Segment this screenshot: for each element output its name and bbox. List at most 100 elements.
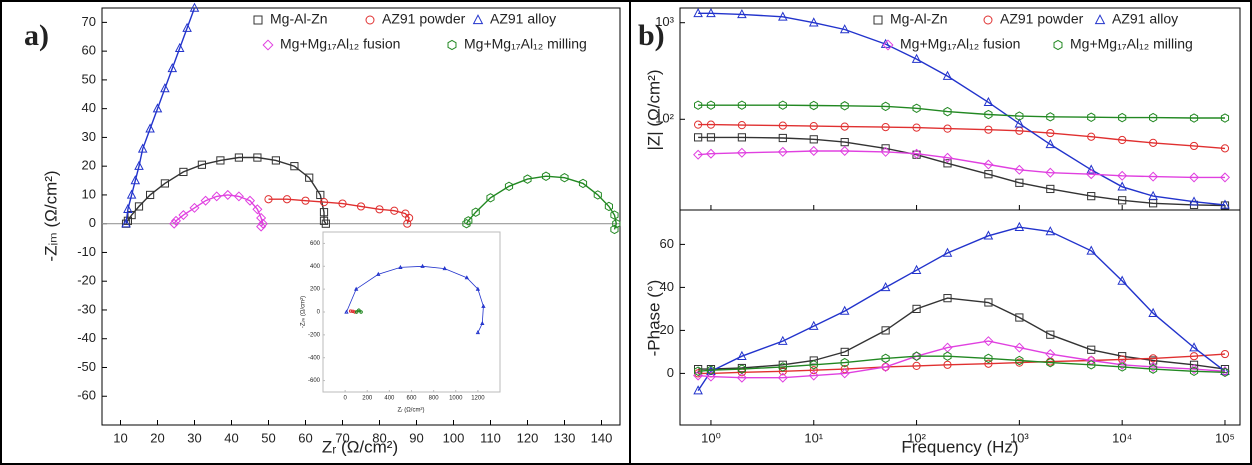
marker (357, 308, 361, 313)
y-tick-label: -600 (308, 378, 321, 384)
legend-label: AZ91 powder (1000, 11, 1084, 27)
marker (1014, 221, 1025, 231)
marker (809, 100, 818, 111)
marker (578, 178, 588, 189)
x-tick-label: 200 (362, 396, 373, 402)
marker (880, 146, 891, 157)
marker (160, 83, 170, 93)
marker (808, 17, 819, 27)
marker (839, 145, 850, 156)
y-tick-label: 60 (82, 43, 96, 58)
marker (1118, 196, 1127, 205)
x-tick-label: 1000 (449, 396, 463, 402)
marker (737, 364, 746, 374)
marker (390, 206, 399, 215)
marker (1189, 366, 1199, 376)
fit-line (698, 297, 1226, 370)
y-tick-label: -30 (77, 301, 96, 316)
marker (911, 53, 922, 63)
marker (319, 216, 329, 225)
marker (839, 305, 850, 315)
marker (1046, 128, 1055, 138)
marker (1015, 111, 1024, 121)
marker (604, 201, 613, 212)
marker (167, 62, 178, 73)
marker (983, 336, 994, 347)
marker (1015, 355, 1024, 366)
y-tick-label: 60 (660, 236, 674, 251)
y-axis-label: -Zᵢₘ (Ω/cm²) (301, 296, 307, 328)
x-tick-label: 140 (591, 430, 613, 445)
marker (912, 123, 921, 132)
fit-line (125, 156, 327, 225)
marker (881, 123, 890, 132)
legend-label: Mg+Mg₁₇Al₁₂ fusion (900, 36, 1020, 52)
fit-line (697, 226, 1226, 391)
marker (694, 366, 703, 376)
marker (447, 39, 457, 51)
marker (610, 210, 619, 220)
fit-line (346, 265, 484, 333)
marker (486, 193, 495, 203)
fit-line (698, 12, 1226, 206)
x-tick-label: 0 (343, 396, 347, 402)
marker (504, 181, 514, 192)
marker (271, 156, 280, 165)
marker (1189, 172, 1200, 183)
marker (984, 353, 993, 364)
marker (612, 218, 621, 229)
marker (403, 219, 412, 228)
marker (694, 100, 703, 110)
x-tick-label: 10⁴ (1112, 430, 1132, 445)
marker (356, 202, 366, 211)
y-tick-label: 200 (310, 287, 321, 293)
marker (123, 203, 133, 214)
marker (1149, 112, 1158, 123)
fit-line (698, 104, 1225, 119)
marker (253, 15, 263, 25)
marker (840, 101, 849, 111)
marker (984, 109, 993, 120)
x-tick-label: 800 (429, 396, 440, 402)
marker (170, 215, 182, 226)
marker (942, 70, 953, 80)
marker (1087, 112, 1096, 122)
marker (693, 7, 703, 18)
y-tick-label: -400 (308, 355, 321, 361)
marker (1189, 360, 1199, 369)
marker (179, 167, 188, 177)
x-tick-label: 70 (335, 430, 349, 445)
marker (197, 160, 207, 169)
y-axis-label: -Zᵢₘ (Ω/cm²) (41, 170, 60, 261)
marker (778, 100, 787, 110)
x-tick-label: 10¹ (804, 430, 823, 445)
marker (737, 100, 746, 110)
marker (778, 367, 787, 376)
x-tick-label: 10⁵ (1215, 430, 1235, 445)
y-tick-label: 30 (82, 129, 96, 144)
x-tick-label: 40 (224, 430, 238, 445)
fit-line (698, 340, 1226, 379)
legend-label: Mg+Mg₁₇Al₁₂ milling (464, 36, 587, 52)
marker (1189, 196, 1199, 206)
marker (693, 149, 704, 160)
marker (189, 202, 200, 213)
x-axis-label: Zᵣ (Ω/cm²) (398, 408, 425, 414)
marker (257, 218, 268, 229)
legend-label: AZ91 alloy (490, 11, 556, 27)
marker (1086, 164, 1097, 174)
marker (375, 205, 384, 214)
y-tick-label: 400 (310, 264, 321, 270)
marker (1015, 178, 1024, 187)
marker (943, 159, 952, 168)
marker (943, 124, 952, 133)
marker (1220, 113, 1230, 123)
marker (146, 190, 155, 200)
x-tick-label: 90 (409, 430, 423, 445)
x-tick-label: 50 (261, 430, 275, 445)
x-tick-label: 30 (187, 430, 201, 445)
marker (983, 15, 993, 25)
marker (160, 179, 170, 188)
marker (1117, 359, 1128, 370)
marker (253, 153, 262, 162)
